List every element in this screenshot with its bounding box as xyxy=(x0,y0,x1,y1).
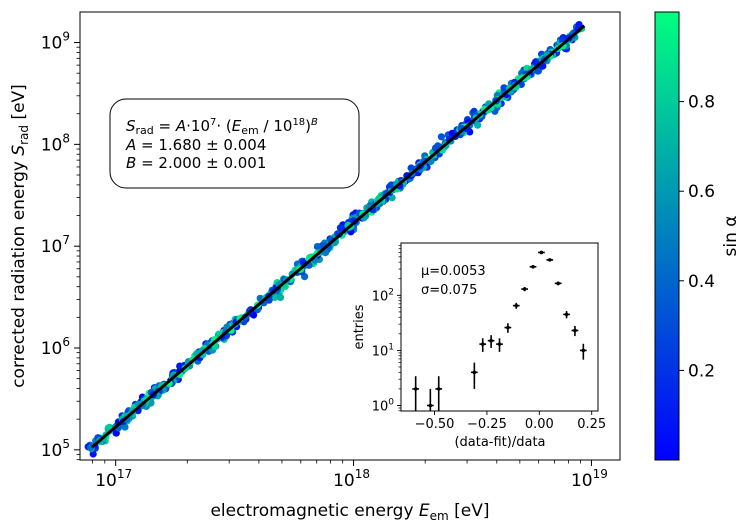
inset-point-marker xyxy=(497,342,502,346)
x-tick-label: 1018 xyxy=(333,467,370,491)
inset-plot-area xyxy=(401,243,598,411)
inset-point-marker xyxy=(581,348,586,353)
inset-point xyxy=(579,343,587,360)
main-axes-frame xyxy=(79,11,621,461)
scatter-point xyxy=(387,181,395,189)
formula-line-2: A = 1.680 ± 0.004 xyxy=(125,136,266,154)
inset-axes-frame xyxy=(400,242,599,412)
inset-histogram: −0.50 −0.25 0.00 0.25 100 101 102 μ=0.0053 σ=0… xyxy=(352,242,606,450)
fit-line-group xyxy=(90,24,586,449)
inset-point xyxy=(512,302,520,309)
scatter-point xyxy=(276,293,285,301)
formula-line-1: Srad = A·107· (Eem / 1018)B xyxy=(126,117,318,137)
inset-point-marker xyxy=(472,370,477,375)
inset-point-marker xyxy=(480,342,485,346)
inset-point xyxy=(426,388,434,411)
inset-point xyxy=(563,311,570,319)
colorbar-label: sin α xyxy=(721,216,741,257)
main-axis-ticks: 1017 1018 1019 105 106 107 108 109 xyxy=(41,30,608,491)
scatter-point xyxy=(313,243,321,251)
inset-point xyxy=(521,287,529,292)
colorbar-tick-label: 0.6 xyxy=(688,182,715,202)
x-axis-label: electromagnetic energy Eem [eV] xyxy=(210,501,489,523)
scatter-point xyxy=(271,293,279,301)
colorbar-gradient xyxy=(654,11,680,461)
colorbar-tick-label: 0.4 xyxy=(688,272,715,292)
inset-x-axis-label: (data-fit)/data xyxy=(454,435,545,450)
inset-stat-mu: μ=0.0053 xyxy=(421,264,486,279)
inset-point-marker xyxy=(556,281,560,286)
formula-line-3: B = 2.000 ± 0.001 xyxy=(126,154,266,172)
inset-point-marker xyxy=(547,258,552,262)
scatter-point xyxy=(474,121,482,129)
inset-point xyxy=(529,264,537,269)
inset-x-tick-label: 0.25 xyxy=(577,417,606,432)
scatter-point xyxy=(89,450,97,458)
inset-point-marker xyxy=(413,387,418,391)
scatter-point xyxy=(500,84,508,92)
inset-y-axis-label: entries xyxy=(352,304,367,349)
x-tick-label: 1019 xyxy=(571,467,608,491)
y-tick-label: 109 xyxy=(41,30,70,54)
inset-point-marker xyxy=(489,338,493,343)
colorbar-tick-label: 0.8 xyxy=(688,93,715,113)
inset-point-marker xyxy=(514,303,519,308)
inset-point-marker xyxy=(531,264,535,269)
inset-x-tick-label: −0.25 xyxy=(467,417,507,432)
fit-formula-box: Srad = A·107· (Eem / 1018)B A = 1.680 ± … xyxy=(109,98,360,189)
inset-x-tick-label: 0.00 xyxy=(525,417,554,432)
fit-line xyxy=(90,24,586,449)
scatter-point xyxy=(176,362,184,370)
inset-x-tick-label: −0.50 xyxy=(415,417,455,432)
inset-stat-sigma: σ=0.075 xyxy=(421,283,477,298)
inset-point-marker xyxy=(522,287,527,291)
inset-point xyxy=(435,376,443,411)
inset-data-points xyxy=(412,250,587,411)
inset-point-marker xyxy=(539,250,544,255)
inset-y-tick-label: 102 xyxy=(372,287,394,304)
scatter-point xyxy=(336,224,344,232)
inset-point-marker xyxy=(436,387,441,391)
scatter-point xyxy=(388,194,396,202)
inset-point xyxy=(554,281,562,286)
y-tick-label: 106 xyxy=(41,335,70,359)
inset-axis-ticks: −0.50 −0.25 0.00 0.25 100 101 102 xyxy=(372,245,606,432)
inset-y-tick-label: 100 xyxy=(372,397,395,414)
scatter-point xyxy=(534,67,543,75)
y-axis-label: corrected radiation energy Srad [eV] xyxy=(9,84,31,388)
colorbar-ticks: 0.2 0.4 0.6 0.8 xyxy=(679,93,715,381)
y-tick-label: 105 xyxy=(41,437,70,461)
inset-point xyxy=(546,258,554,262)
inset-point xyxy=(487,335,495,348)
y-tick-label: 108 xyxy=(41,131,70,155)
scatter-point xyxy=(437,133,445,141)
inset-point xyxy=(412,376,420,411)
colorbar: 0.2 0.4 0.6 0.8 sin α xyxy=(654,11,741,461)
inset-y-tick-label: 101 xyxy=(372,342,394,359)
scatter-point xyxy=(434,142,442,150)
inset-point xyxy=(479,338,487,352)
inset-point-marker xyxy=(506,325,510,330)
inset-point xyxy=(571,325,579,337)
inset-point xyxy=(538,250,545,255)
inset-point-marker xyxy=(428,403,433,408)
inset-point-marker xyxy=(573,328,577,333)
colorbar-tick-label: 0.2 xyxy=(688,361,715,381)
inset-point xyxy=(504,323,512,333)
inset-point-marker xyxy=(564,312,569,317)
inset-point xyxy=(496,338,503,352)
inset-point xyxy=(470,362,478,389)
y-tick-label: 107 xyxy=(41,233,70,257)
x-tick-label: 1017 xyxy=(95,467,132,491)
